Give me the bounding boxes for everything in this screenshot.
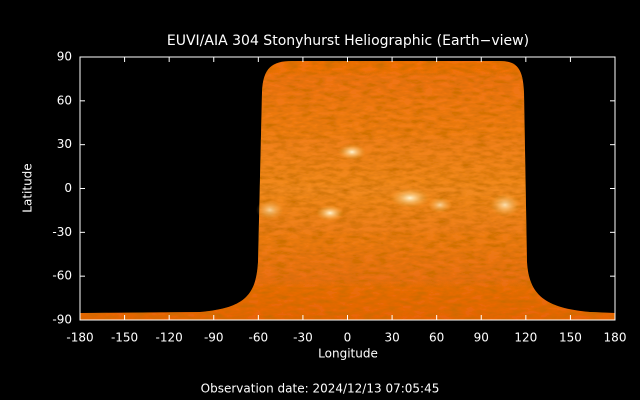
x-tick-label: -90 — [204, 331, 224, 345]
x-tick-label: 120 — [514, 331, 537, 345]
y-tick-label: 90 — [57, 50, 72, 64]
y-tick-label: 60 — [57, 93, 72, 107]
footer: Observation date: 2024/12/13 07:05:45 — [201, 382, 440, 396]
x-tick-label: -180 — [66, 331, 93, 345]
x-tick-label: -30 — [293, 331, 313, 345]
x-tick-label: -120 — [156, 331, 183, 345]
y-tick-label: 30 — [57, 137, 72, 151]
x-tick-label: 150 — [559, 331, 582, 345]
y-tick-label: 0 — [64, 181, 72, 195]
y-tick-label: -60 — [52, 269, 72, 283]
x-tick-label: 30 — [384, 331, 399, 345]
sun-map — [80, 61, 615, 320]
x-tick-label: -150 — [111, 331, 138, 345]
y-tick-label: -30 — [52, 225, 72, 239]
x-tick-label: 60 — [429, 331, 444, 345]
x-tick-label: 0 — [344, 331, 352, 345]
x-tick-label: 90 — [474, 331, 489, 345]
x-tick-label: -60 — [249, 331, 269, 345]
x-tick-label: 180 — [604, 331, 627, 345]
y-axis-label: Latitude — [21, 163, 35, 212]
y-tick-label: -90 — [52, 313, 72, 327]
x-axis-label: Longitude — [318, 347, 378, 361]
chart-title: EUVI/AIA 304 Stonyhurst Heliographic (Ea… — [167, 33, 529, 49]
